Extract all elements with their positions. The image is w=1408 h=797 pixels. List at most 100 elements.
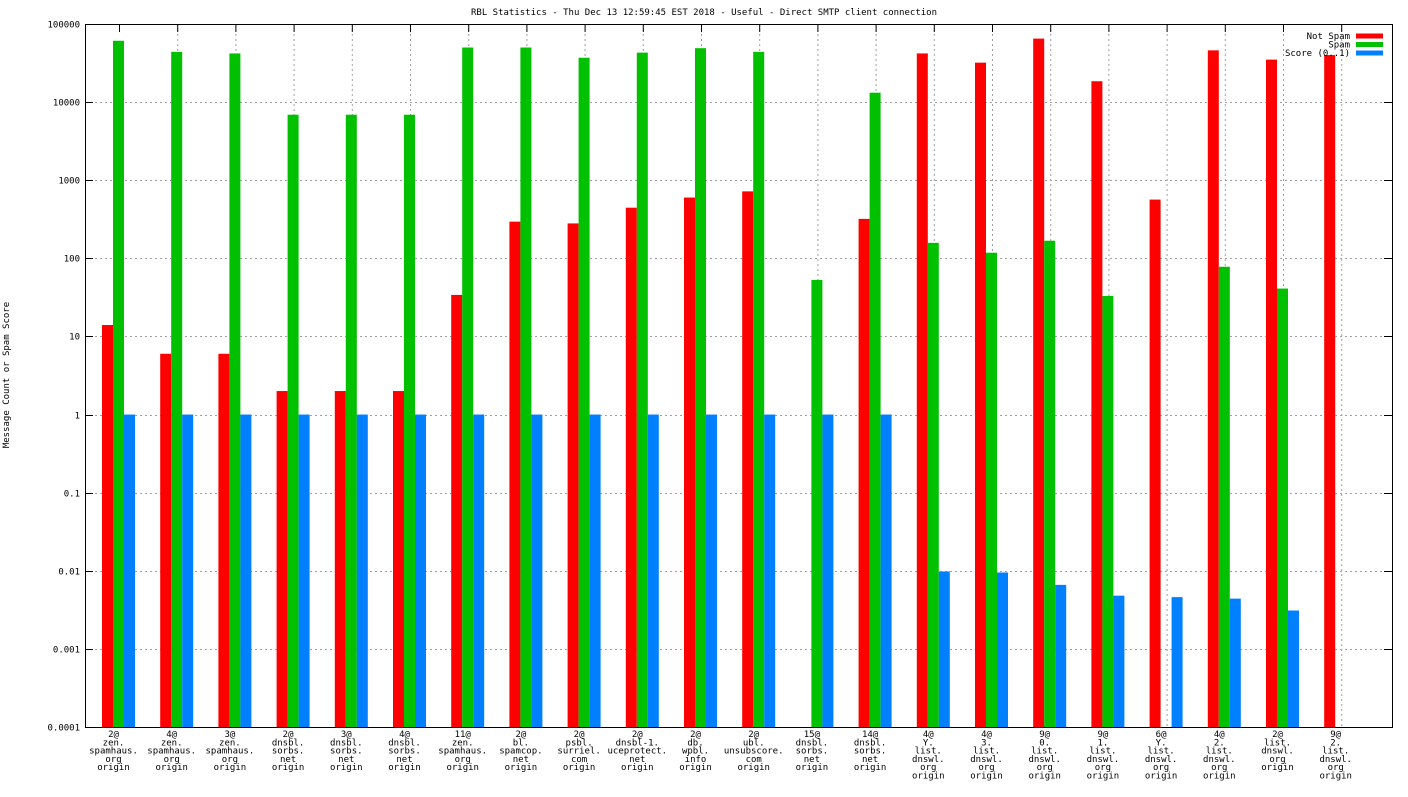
bar-not-spam xyxy=(684,197,695,727)
bar-score-0-1 xyxy=(531,414,543,727)
bar-not-spam xyxy=(276,391,288,727)
y-tick-label: 0.01 xyxy=(58,568,80,578)
x-tick-label: 2@ zen. spamhaus. org origin xyxy=(89,730,138,773)
bar-spam xyxy=(113,40,124,727)
x-tick-label: 9@ 1. list. dnswl. org origin xyxy=(1087,730,1120,782)
bar-not-spam xyxy=(1091,81,1103,728)
bar-not-spam xyxy=(1266,59,1277,728)
x-tick-label: 11@ zen. spamhaus. org origin xyxy=(438,730,487,773)
x-tick-label: 2@ psbl. surriel. com origin xyxy=(557,730,600,773)
bar-spam xyxy=(753,51,765,728)
bar-not-spam xyxy=(334,391,346,727)
bar-score-0-1 xyxy=(124,414,135,727)
bar-spam xyxy=(171,51,183,728)
x-tick-label: 4@ 3. list. dnswl. org origin xyxy=(970,730,1003,782)
bar-spam xyxy=(462,47,474,727)
bar-score-0-1 xyxy=(356,414,368,727)
bar-score-0-1 xyxy=(415,414,426,727)
y-ticks: 0.0001 0.001 0.01 0.1 1 10 100 1000 10000 100000 xyxy=(47,21,1392,734)
bar-spam xyxy=(1102,295,1114,727)
x-tick-label: 3@ zen. spamhaus. org origin xyxy=(206,730,255,773)
plot-frame xyxy=(85,24,1393,728)
x-tick-label: 3@ dnsbl. sorbs. net origin xyxy=(330,730,363,773)
chart-title: RBL Statistics - Thu Dec 13 12:59:45 EST… xyxy=(471,8,937,18)
bar-spam xyxy=(345,114,357,727)
y-tick-label: 100000 xyxy=(47,21,80,31)
bar-not-spam xyxy=(625,207,637,727)
x-tick-label: 9@ 2. list. dnswl. org origin xyxy=(1319,730,1352,782)
legend-label: Spam xyxy=(1328,41,1350,51)
bar-spam xyxy=(287,114,299,727)
bar-not-spam xyxy=(160,353,172,727)
bar-not-spam xyxy=(742,191,754,727)
x-tick-label: 4@ zen. spamhaus. org origin xyxy=(147,730,196,773)
bar-not-spam xyxy=(1324,55,1336,727)
y-tick-label: 0.1 xyxy=(64,490,80,500)
bar-spam xyxy=(1277,288,1288,727)
x-tick-label: 2@ bl. spamcop. net origin xyxy=(499,730,542,773)
x-tick-label: 2@ ubl. unsubscore. com origin xyxy=(724,730,784,773)
bar-not-spam xyxy=(509,221,521,727)
y-tick-label: 0.001 xyxy=(53,646,80,656)
x-tick-label: 6@ Y. list. dnswl. org origin xyxy=(1145,730,1178,782)
bar-score-0-1 xyxy=(1288,610,1299,727)
bar-score-0-1 xyxy=(1055,584,1067,727)
legend-swatch xyxy=(1356,33,1383,39)
bar-score-0-1 xyxy=(473,414,485,727)
bar-not-spam xyxy=(1207,50,1219,728)
bar-not-spam xyxy=(858,218,870,728)
bar-not-spam xyxy=(1149,199,1161,728)
bar-score-0-1 xyxy=(997,572,1008,727)
bar-score-0-1 xyxy=(182,414,194,727)
legend-label: Not Spam xyxy=(1307,32,1350,42)
y-tick-label: 100 xyxy=(64,255,80,265)
bar-spam xyxy=(695,48,706,728)
bar-score-0-1 xyxy=(240,414,252,727)
x-tick-label: 2@ db. wpbl. info origin xyxy=(679,730,712,773)
bar-score-0-1 xyxy=(880,414,892,727)
y-tick-label: 10 xyxy=(69,333,80,343)
bar-score-0-1 xyxy=(938,571,950,727)
bar-spam xyxy=(1218,266,1230,727)
bar-spam xyxy=(811,279,823,727)
x-tick-label: 9@ 0. list. dnswl. org origin xyxy=(1028,730,1061,782)
bar-spam xyxy=(1044,240,1056,727)
bar-spam xyxy=(986,252,997,727)
bar-score-0-1 xyxy=(764,414,776,727)
bar-not-spam xyxy=(102,325,113,727)
bar-spam xyxy=(578,57,590,727)
bar-score-0-1 xyxy=(589,414,601,727)
bar-score-0-1 xyxy=(822,414,834,727)
x-tick-label: 2@ dnsbl-1. uceprotect. net origin xyxy=(607,730,667,773)
bar-not-spam xyxy=(975,62,986,728)
y-tick-label: 10000 xyxy=(53,99,80,109)
bar-spam xyxy=(520,47,532,727)
bar-not-spam xyxy=(1033,38,1045,728)
x-tick-label: 2@ list. dnswl. org origin xyxy=(1261,730,1294,773)
y-tick-label: 1 xyxy=(75,412,80,422)
bar-score-0-1 xyxy=(298,414,310,727)
bar-score-0-1 xyxy=(706,414,717,727)
bar-not-spam xyxy=(916,53,928,728)
bar-score-0-1 xyxy=(1171,597,1183,727)
bar-spam xyxy=(636,52,648,727)
bars xyxy=(102,38,1336,728)
bar-spam xyxy=(869,92,881,728)
bar-not-spam xyxy=(567,223,579,727)
x-tick-label: 4@ Y. list. dnswl. org origin xyxy=(912,730,945,782)
bar-score-0-1 xyxy=(1229,598,1241,727)
bar-score-0-1 xyxy=(647,414,659,727)
legend-swatch xyxy=(1356,50,1383,56)
bar-spam xyxy=(404,114,415,727)
y-axis-label: Message Count or Spam Score xyxy=(2,302,12,448)
bar-not-spam xyxy=(393,391,404,727)
y-tick-label: 0.0001 xyxy=(47,724,80,734)
bar-score-0-1 xyxy=(1113,595,1125,727)
x-tick-label: 4@ 2. list. dnswl. org origin xyxy=(1203,730,1236,782)
bar-not-spam xyxy=(451,294,463,727)
bar-spam xyxy=(927,242,939,727)
legend-label: Score (0..1) xyxy=(1285,49,1350,59)
